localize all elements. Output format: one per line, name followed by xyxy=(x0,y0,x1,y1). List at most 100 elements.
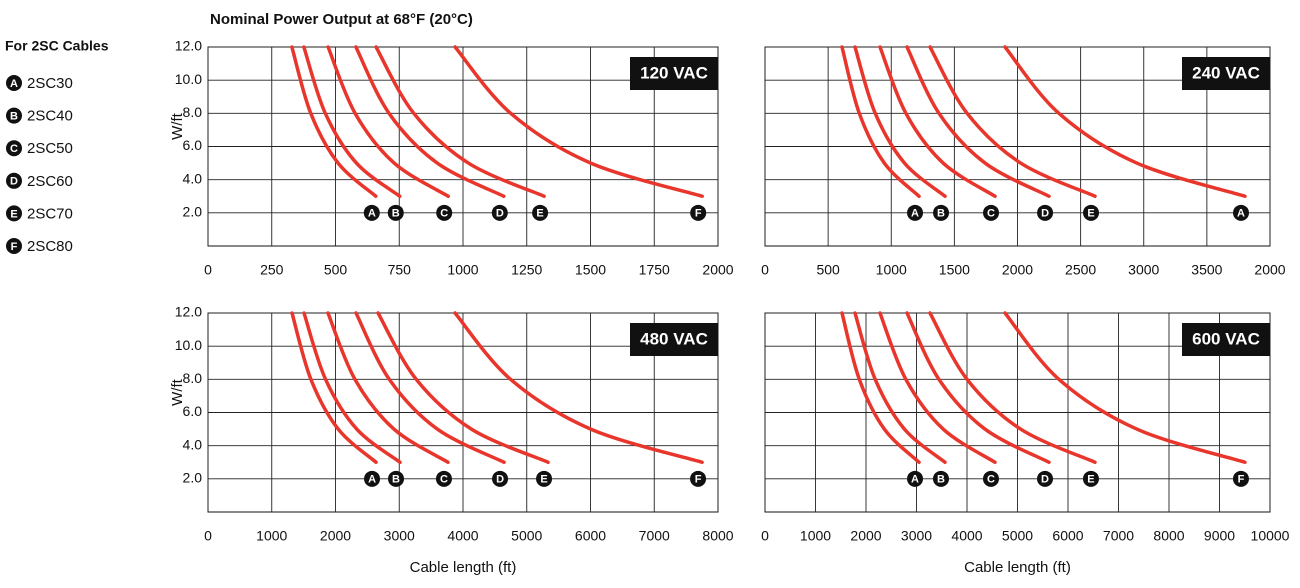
curve xyxy=(840,311,921,464)
panel-tag-box xyxy=(630,323,718,356)
x-tick-label: 9000 xyxy=(1204,528,1235,544)
y-axis-label: W/ft xyxy=(169,112,186,139)
x-tick-label: 1000 xyxy=(447,262,478,278)
panel-tag-box xyxy=(630,57,718,90)
x-tick-label: 6000 xyxy=(575,528,606,544)
curve xyxy=(1003,45,1247,198)
y-tick-label: 6.0 xyxy=(183,403,203,419)
x-tick-label: 250 xyxy=(260,262,284,278)
x-tick-label: 2000 xyxy=(702,262,733,278)
x-tick-label: 4000 xyxy=(447,528,478,544)
panel-tag: 480 VAC xyxy=(640,329,708,348)
x-tick-label: 500 xyxy=(324,262,348,278)
curve-letter: B xyxy=(937,208,945,220)
curve xyxy=(326,311,450,464)
curve-letter: F xyxy=(695,208,702,220)
y-tick-label: 10.0 xyxy=(175,71,202,87)
x-tick-label: 3000 xyxy=(901,528,932,544)
curve-letter: D xyxy=(496,474,504,486)
curve-badge xyxy=(1232,470,1249,487)
x-tick-label: 7000 xyxy=(639,528,670,544)
curve-badge xyxy=(983,204,1000,221)
curve-badge xyxy=(690,204,707,221)
curve-letter: A xyxy=(1237,208,1245,220)
y-tick-label: 4.0 xyxy=(183,170,203,186)
curve-badge xyxy=(436,204,453,221)
curve-badge xyxy=(1082,470,1099,487)
y-tick-label: 2.0 xyxy=(183,204,203,220)
curve xyxy=(453,45,704,198)
x-tick-label: 5000 xyxy=(511,528,542,544)
curve-badge xyxy=(435,470,452,487)
x-tick-label: 3000 xyxy=(384,528,415,544)
x-tick-label: 8000 xyxy=(1153,528,1184,544)
legend-badge xyxy=(6,107,22,124)
x-tick-label: 0 xyxy=(761,262,769,278)
legend-badge xyxy=(6,75,22,91)
curve-letter: E xyxy=(1087,208,1094,220)
curve-badge xyxy=(982,470,999,487)
legend-letter: D xyxy=(10,176,18,188)
curve xyxy=(453,311,704,464)
legend-badge xyxy=(6,205,22,222)
x-tick-label: 6000 xyxy=(1052,528,1083,544)
curve-letter: F xyxy=(1238,474,1245,486)
x-tick-label: 0 xyxy=(204,528,212,544)
panel-tag-box xyxy=(1182,323,1270,356)
curve-letter: A xyxy=(911,474,919,486)
curve-letter: B xyxy=(937,474,945,486)
legend-letter: A xyxy=(10,78,18,90)
curve-letter: A xyxy=(911,208,919,220)
curve xyxy=(302,45,402,198)
x-tick-label: 1250 xyxy=(511,262,542,278)
y-tick-label: 2.0 xyxy=(183,470,203,486)
legend-badge xyxy=(6,238,22,254)
panel-tag-box xyxy=(1182,57,1270,90)
panel-tag: 120 VAC xyxy=(640,63,708,82)
curve xyxy=(326,45,450,198)
curve xyxy=(1003,311,1247,464)
x-tick-label: 500 xyxy=(816,262,840,278)
x-tick-label: 2000 xyxy=(320,528,351,544)
curve-badge xyxy=(364,470,381,487)
x-tick-label: 0 xyxy=(204,262,212,278)
curve-letter: C xyxy=(987,208,995,220)
x-tick-label: 3500 xyxy=(1191,262,1222,278)
legend-label: 2SC70 xyxy=(27,205,73,222)
y-tick-label: 12.0 xyxy=(175,304,202,320)
curve xyxy=(840,45,921,198)
curve-letter: D xyxy=(1041,208,1049,220)
x-tick-label: 1000 xyxy=(256,528,287,544)
x-tick-label: 2500 xyxy=(1065,262,1096,278)
legend-letter: F xyxy=(11,241,18,253)
curve-letter: D xyxy=(1041,474,1049,486)
curve xyxy=(290,45,378,198)
curve-badge xyxy=(532,204,549,221)
curve xyxy=(928,45,1097,198)
figure-title: Nominal Power Output at 68°F (20°C) xyxy=(210,11,473,28)
curve-badge xyxy=(1083,204,1100,221)
x-tick-label: 1500 xyxy=(575,262,606,278)
curve-letter: F xyxy=(695,474,702,486)
legend-letter: C xyxy=(10,143,18,155)
curve xyxy=(853,311,947,464)
x-tick-label: 2000 xyxy=(1002,262,1033,278)
legend-label: 2SC40 xyxy=(27,108,73,125)
curve-letter: E xyxy=(536,208,543,220)
x-tick-label: 2000 xyxy=(1254,262,1285,278)
curve-letter: A xyxy=(368,474,376,486)
x-tick-label: 10000 xyxy=(1251,528,1290,544)
curve-badge xyxy=(932,470,949,487)
x-tick-label: 8000 xyxy=(702,528,733,544)
curve-badge xyxy=(1233,204,1250,221)
curve-letter: E xyxy=(540,474,547,486)
curve xyxy=(354,45,506,198)
curve xyxy=(878,45,997,198)
legend-letter: E xyxy=(10,208,17,220)
x-tick-label: 0 xyxy=(761,528,769,544)
x-axis-label: Cable length (ft) xyxy=(964,559,1071,576)
panel-tag: 600 VAC xyxy=(1192,329,1260,348)
x-tick-label: 2000 xyxy=(850,528,881,544)
x-tick-label: 1500 xyxy=(939,262,970,278)
curve xyxy=(302,311,402,464)
